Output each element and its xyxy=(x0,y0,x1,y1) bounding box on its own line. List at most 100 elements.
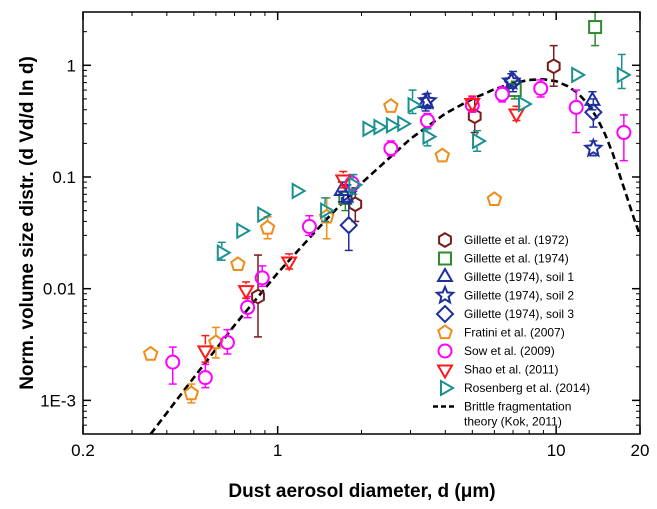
marker-pentagon xyxy=(183,385,200,401)
marker-triangle-right xyxy=(348,176,364,194)
data-point-sow-et-al-2009 xyxy=(383,140,399,157)
marker-diamond xyxy=(583,102,603,122)
legend-label: Gillette (1974), soil 1 xyxy=(464,270,574,284)
marker-hexagon xyxy=(251,288,265,305)
marker-circle xyxy=(616,125,632,141)
data-point-sow-et-al-2009 xyxy=(533,79,549,98)
legend-marker-pentagon xyxy=(437,324,453,340)
data-point-fratini-et-al-2007 xyxy=(383,97,399,113)
marker-pentagon xyxy=(434,147,451,163)
data-point-sow-et-al-2009 xyxy=(568,89,584,134)
data-point-fratini-et-al-2007 xyxy=(142,345,159,361)
x-axis-title: Dust aerosol diameter, d (μm) xyxy=(228,481,495,502)
marker-triangle-right xyxy=(517,95,533,113)
legend-marker-circle xyxy=(437,343,453,359)
marker-circle xyxy=(240,299,256,315)
marker-circle xyxy=(219,334,235,350)
marker-triangle-down xyxy=(463,97,481,113)
legend-label: Shao et al. (2011) xyxy=(464,363,559,377)
legend-label: Gillette et al. (1974) xyxy=(464,252,569,266)
data-point-rosenberg-et-al-2014 xyxy=(291,182,307,200)
marker-pentagon xyxy=(259,219,276,235)
data-point-rosenberg-et-al-2014 xyxy=(348,173,364,196)
marker-hexagon xyxy=(348,196,363,213)
legend-marker-diamond xyxy=(435,304,455,324)
data-point-shao-et-al-2011 xyxy=(463,95,481,113)
data-point-sow-et-al-2009 xyxy=(197,363,213,389)
legend: Gillette et al. (1972) Gillette et al. (1… xyxy=(433,232,590,429)
marker-triangle-down xyxy=(237,285,255,301)
data-point-sow-et-al-2009 xyxy=(165,346,181,385)
legend-item-shao-et-al-2011: Shao et al. (2011) xyxy=(436,363,559,380)
data-point-rosenberg-et-al-2014 xyxy=(616,53,632,90)
data-point-sow-et-al-2009 xyxy=(219,328,235,355)
data-point-rosenberg-et-al-2014 xyxy=(362,120,378,138)
y-tick-label: 0.1 xyxy=(52,168,76,187)
marker-circle xyxy=(494,86,510,102)
legend-item-gillette-et-al-1974: Gillette et al. (1974) xyxy=(438,251,569,266)
legend-label: Gillette (1974), soil 3 xyxy=(464,307,574,321)
data-point-gillette-et-al-1972 xyxy=(546,44,561,87)
data-point-rosenberg-et-al-2014 xyxy=(320,197,336,223)
legend-marker-star xyxy=(434,284,456,305)
marker-triangle-right xyxy=(385,116,401,135)
marker-circle xyxy=(197,370,213,386)
legend-item-fratini-et-al-2007: Fratini et al. (2007) xyxy=(437,324,565,340)
legend-label: Fratini et al. (2007) xyxy=(464,326,565,340)
marker-triangle-right xyxy=(422,127,438,146)
legend-item-gillette-1974-soil-1: Gillette (1974), soil 1 xyxy=(436,267,574,284)
data-point-rosenberg-et-al-2014 xyxy=(472,129,488,152)
data-point-gillette-1974-soil-3 xyxy=(339,201,359,252)
legend-label: Gillette (1974), soil 2 xyxy=(464,289,574,303)
data-point-rosenberg-et-al-2014 xyxy=(517,95,533,113)
marker-triangle-right xyxy=(362,120,378,138)
marker-circle xyxy=(419,113,435,129)
data-point-rosenberg-et-al-2014 xyxy=(373,118,389,136)
data-point-gillette-1974-soil-2 xyxy=(582,137,604,158)
marker-pentagon xyxy=(486,191,503,207)
marker-circle xyxy=(301,219,317,235)
y-tick-label: 1 xyxy=(67,56,76,75)
data-point-fratini-et-al-2007 xyxy=(434,147,451,163)
marker-triangle-right xyxy=(257,205,273,224)
marker-triangle-right xyxy=(373,118,389,136)
marker-pentagon xyxy=(142,345,159,361)
data-point-shao-et-al-2011 xyxy=(237,281,255,301)
marker-circle xyxy=(165,354,181,370)
marker-triangle-right xyxy=(320,201,336,220)
marker-star xyxy=(416,89,439,110)
data-point-sow-et-al-2009 xyxy=(616,114,632,162)
data-point-sow-et-al-2009 xyxy=(494,86,510,103)
marker-triangle-down xyxy=(334,174,352,190)
data-point-fratini-et-al-2007 xyxy=(230,256,246,272)
marker-triangle-down xyxy=(507,108,526,124)
theory-curve xyxy=(149,77,640,434)
legend-marker-hexagon xyxy=(438,232,452,248)
legend-item-sow-et-al-2009: Sow et al. (2009) xyxy=(437,343,555,359)
data-point-shao-et-al-2011 xyxy=(334,170,352,190)
data-point-rosenberg-et-al-2014 xyxy=(236,222,252,240)
data-point-rosenberg-et-al-2014 xyxy=(397,115,413,133)
marker-circle xyxy=(533,80,549,96)
marker-pentagon xyxy=(383,97,399,113)
marker-triangle-right xyxy=(616,66,632,84)
x-tick-label: 20 xyxy=(631,441,650,460)
legend-label: Sow et al. (2009) xyxy=(464,344,555,358)
data-point-shao-et-al-2011 xyxy=(196,334,215,363)
y-tick-label: 0.01 xyxy=(43,280,76,299)
data-point-sow-et-al-2009 xyxy=(301,214,317,237)
data-point-gillette-et-al-1974 xyxy=(588,11,603,47)
marker-triangle-right xyxy=(216,244,232,262)
data-point-fratini-et-al-2007 xyxy=(486,191,503,207)
legend-marker-triangle-right xyxy=(440,379,455,397)
y-tick-label: 1E-3 xyxy=(40,391,76,410)
legend-label: theory (Kok, 2011) xyxy=(464,415,562,429)
marker-triangle-right xyxy=(571,66,587,84)
x-tick-label: 0.2 xyxy=(71,441,95,460)
marker-hexagon xyxy=(546,58,561,75)
legend-label: Rosenberg et al. (2014) xyxy=(464,381,590,395)
data-point-gillette-1974-soil-3 xyxy=(503,70,523,93)
legend-label: Gillette et al. (1972) xyxy=(464,233,569,247)
